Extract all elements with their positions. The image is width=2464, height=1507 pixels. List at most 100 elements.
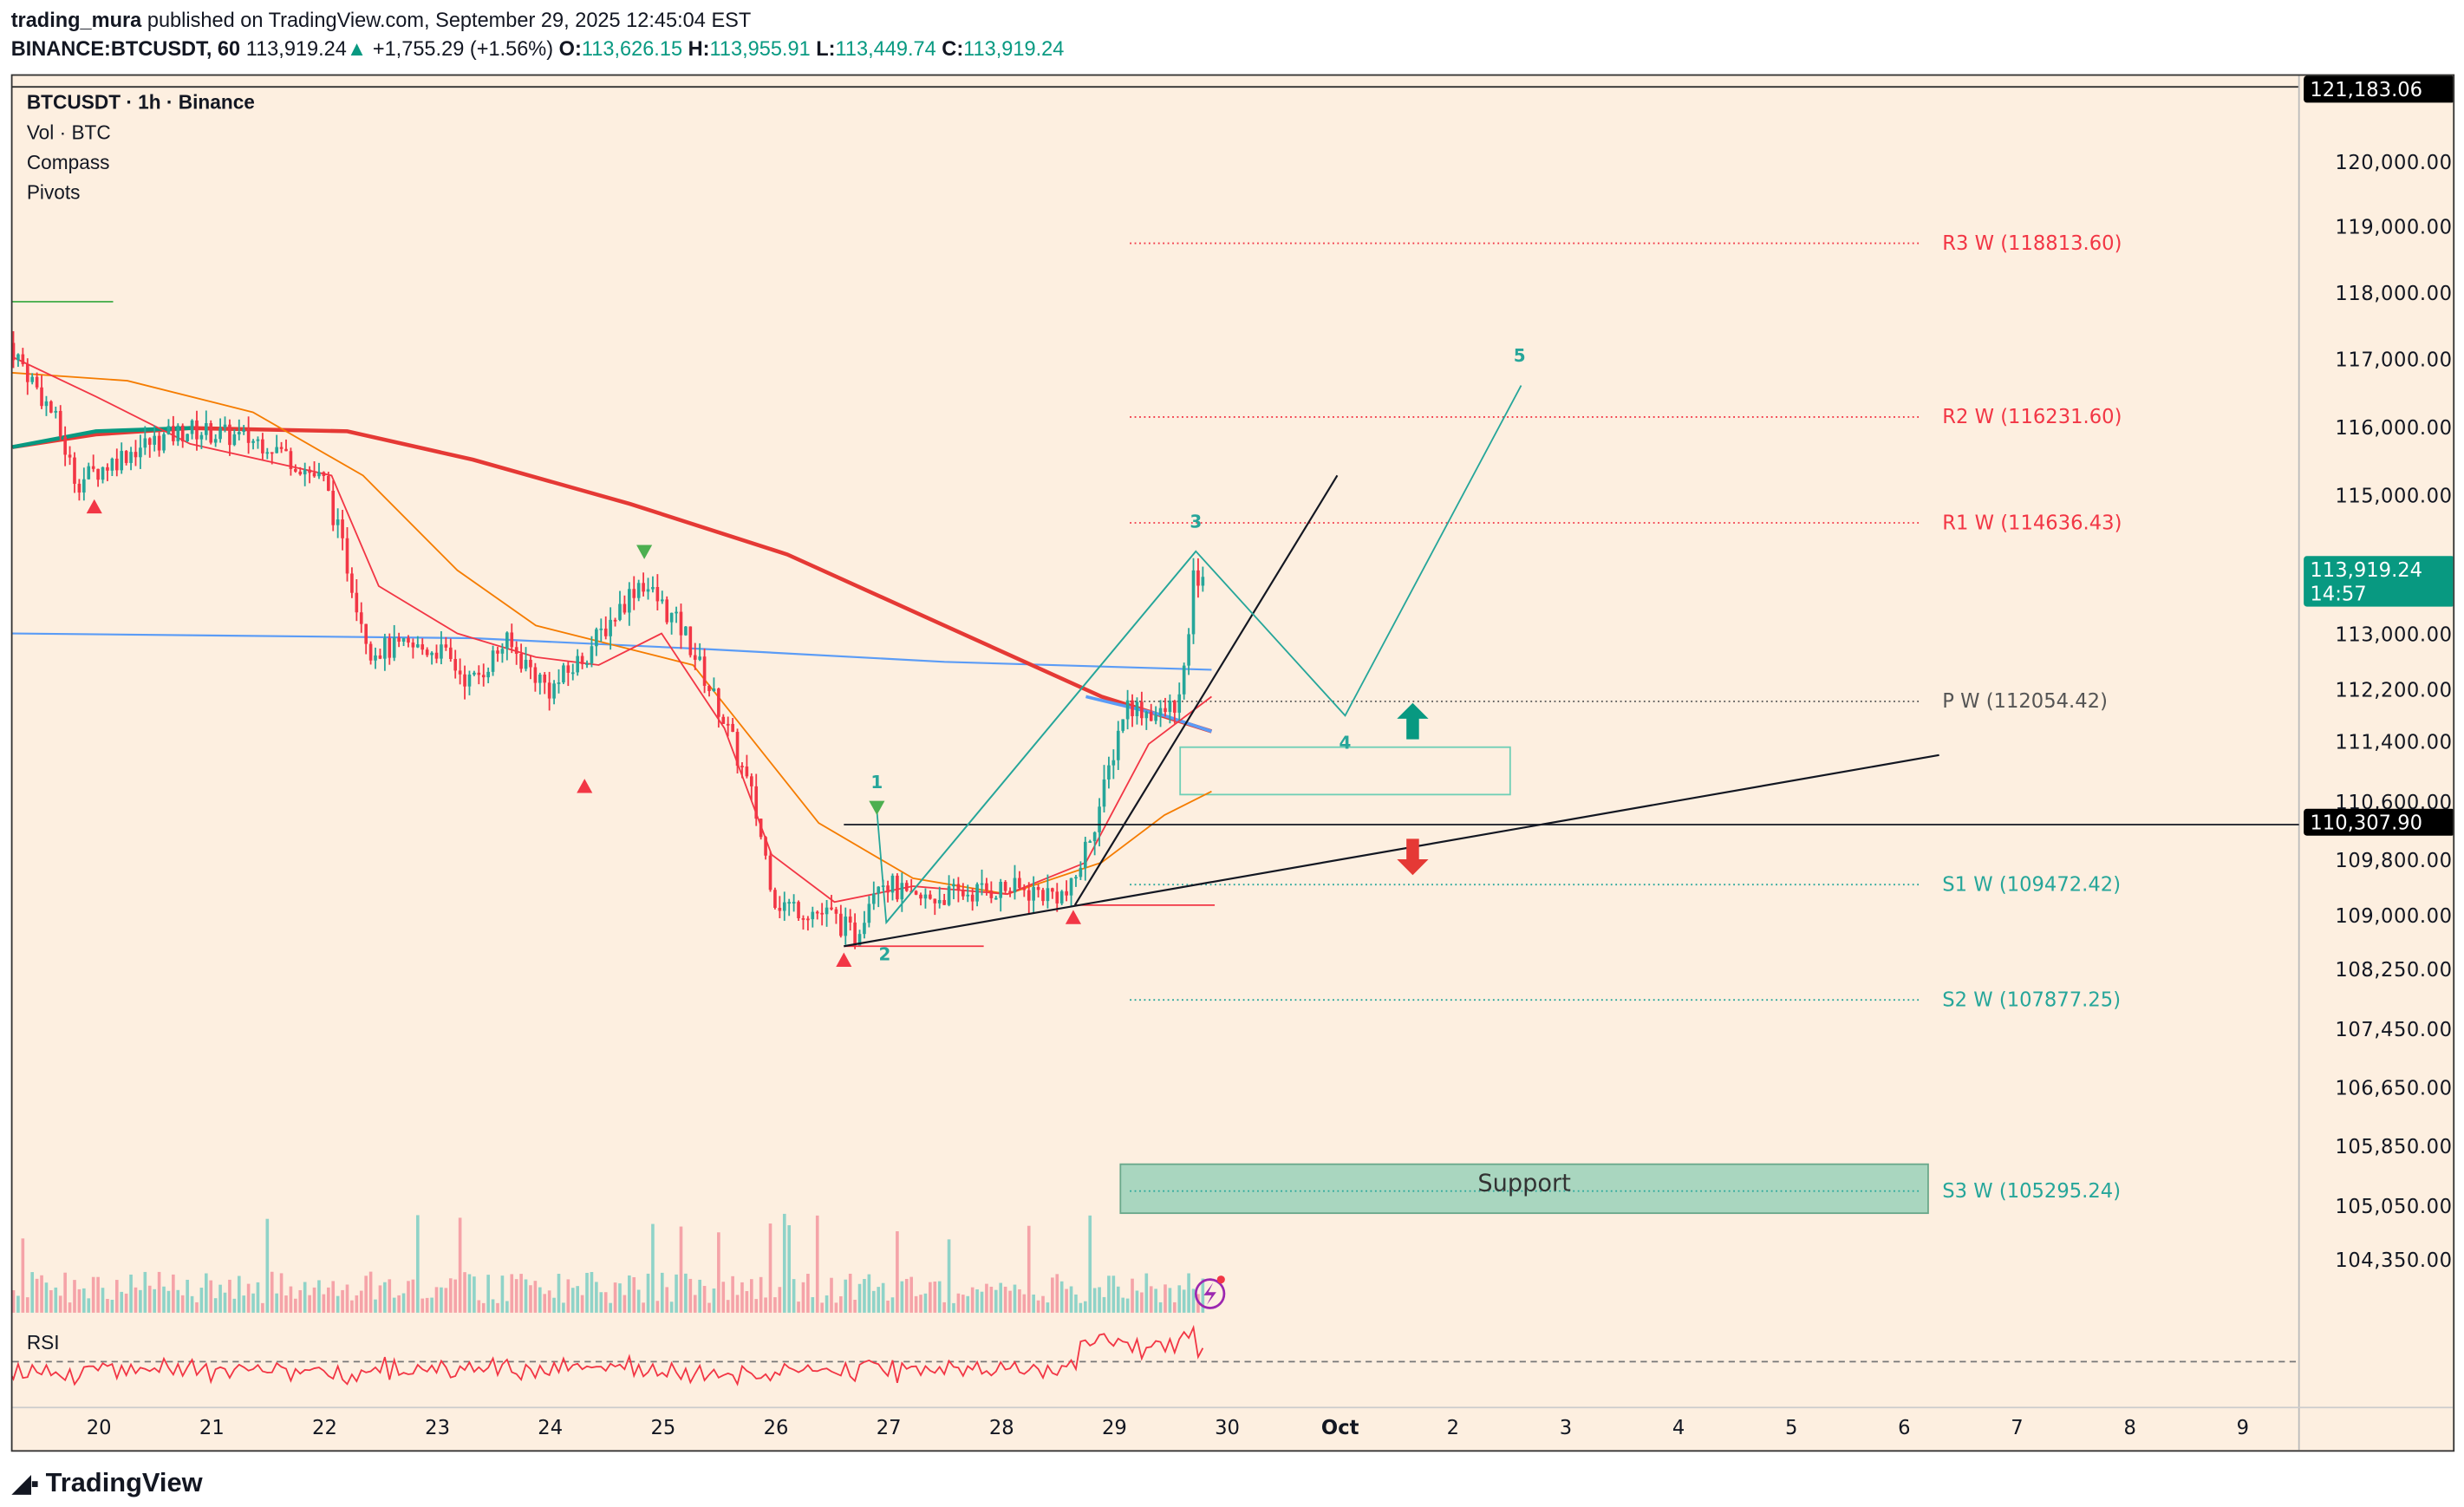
author[interactable]: trading_mura — [10, 8, 142, 32]
trendline-steep[interactable] — [1073, 474, 1339, 906]
volume-bar — [698, 1279, 701, 1313]
volume-bar — [881, 1282, 885, 1313]
volume-bar — [543, 1294, 547, 1313]
volume-bar — [147, 1285, 152, 1313]
candle-body — [768, 855, 772, 890]
volume-bar — [1083, 1301, 1087, 1313]
time-axis-label: 27 — [876, 1415, 902, 1439]
candle-body — [134, 452, 138, 458]
volume-bar — [416, 1215, 420, 1313]
time-axis-label: 22 — [312, 1415, 337, 1439]
chart-canvas[interactable] — [12, 75, 2454, 1451]
volume-bar — [279, 1273, 284, 1313]
volume-bar — [970, 1287, 975, 1313]
candle-body — [322, 472, 326, 476]
candle-body — [1008, 890, 1012, 893]
time-axis-label: 4 — [1672, 1415, 1685, 1439]
candle-body — [1191, 570, 1196, 635]
candle-body — [1051, 888, 1054, 892]
ma-green-line — [12, 426, 191, 449]
candle-body — [420, 644, 425, 650]
volume-bar — [1149, 1286, 1153, 1313]
volume-bar — [693, 1295, 697, 1313]
candle-body — [764, 837, 767, 856]
volume-bar — [660, 1272, 664, 1313]
close-value: 113,919.24 — [963, 36, 1065, 61]
volume-bar — [473, 1276, 476, 1313]
volume-bars — [12, 1213, 1205, 1313]
volume-bar — [731, 1275, 734, 1313]
candle-body — [792, 902, 796, 904]
candle-body — [186, 434, 189, 442]
candle-body — [317, 472, 321, 477]
volume-bar — [857, 1283, 862, 1313]
candle-body — [378, 655, 382, 659]
rsi-label[interactable]: RSI — [26, 1331, 60, 1354]
volume-bar — [44, 1282, 49, 1313]
candle-body — [1187, 634, 1190, 666]
volume-bar — [463, 1272, 466, 1313]
candle-body — [308, 469, 311, 473]
time-axis-label: 20 — [86, 1415, 112, 1439]
candle-body — [585, 663, 589, 665]
trendline-lower[interactable] — [844, 754, 1939, 948]
volume-bar — [533, 1281, 538, 1313]
volume-bar — [420, 1298, 425, 1313]
volume-bar — [839, 1295, 843, 1313]
volume-bar — [491, 1299, 495, 1313]
wave-label-1: 1 — [870, 772, 883, 793]
price-axis-label: 105,850.00 — [2335, 1134, 2453, 1158]
tradingview-logo[interactable]: ◢▪ TradingView — [13, 1467, 203, 1498]
legend-pivots[interactable]: Pivots — [26, 181, 81, 205]
candle-body — [21, 354, 25, 365]
candle-body — [213, 439, 218, 443]
candle-body — [538, 675, 542, 683]
target-box[interactable] — [1179, 746, 1511, 796]
lightning-icon[interactable] — [1194, 1278, 1226, 1309]
candle-body — [1158, 708, 1163, 715]
low-value: 113,449.74 — [835, 36, 936, 61]
volume-bar — [773, 1297, 777, 1313]
legend-compass[interactable]: Compass — [26, 151, 110, 174]
volume-bar — [754, 1299, 759, 1313]
chart-pane[interactable]: BTCUSDT · 1h · Binance Vol · BTC Compass… — [10, 74, 2455, 1452]
legend-volume[interactable]: Vol · BTC — [26, 121, 111, 144]
candle-body — [510, 632, 514, 648]
legend-title[interactable]: BTCUSDT · 1h · Binance — [26, 91, 255, 114]
volume-bar — [289, 1286, 293, 1313]
candle-body — [942, 899, 946, 905]
volume-bar — [750, 1279, 753, 1313]
volume-bar — [458, 1217, 462, 1313]
volume-bar — [364, 1275, 368, 1313]
volume-bar — [1125, 1298, 1130, 1313]
volume-bar — [636, 1289, 641, 1313]
volume-bar — [359, 1290, 363, 1313]
time-axis-label: 28 — [988, 1415, 1014, 1439]
volume-bar — [952, 1302, 955, 1313]
candle-body — [16, 354, 20, 361]
volume-bar — [675, 1274, 678, 1313]
volume-bar — [251, 1293, 255, 1313]
candle-body — [336, 519, 340, 525]
time-axis-label: 5 — [1785, 1415, 1798, 1439]
volume-bar — [585, 1272, 589, 1313]
candle-body — [886, 885, 890, 893]
candle-body — [956, 884, 961, 890]
volume-bar — [684, 1273, 688, 1313]
elliott-wave-path[interactable] — [876, 385, 1522, 925]
volume-bar — [764, 1297, 767, 1313]
candle-body — [707, 685, 711, 691]
candle-body — [147, 438, 152, 445]
candle-body — [199, 434, 204, 440]
volume-bar — [782, 1213, 786, 1313]
volume-bar — [440, 1287, 443, 1313]
candle-body — [514, 647, 518, 655]
support-zone[interactable] — [1119, 1163, 1929, 1215]
volume-bar — [1065, 1288, 1068, 1313]
price-axis-label: 112,200.00 — [2335, 677, 2453, 701]
candle-body — [1041, 890, 1045, 902]
pivot-label: S1 W (109472.42) — [1942, 871, 2122, 896]
volume-bar — [524, 1279, 528, 1313]
volume-bar — [1008, 1290, 1012, 1313]
volume-bar — [1027, 1225, 1031, 1313]
